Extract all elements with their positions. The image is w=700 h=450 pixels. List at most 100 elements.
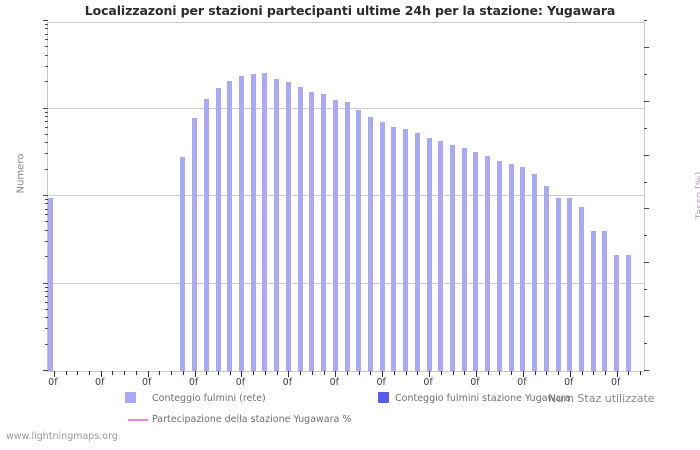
x-axis-tick	[581, 371, 583, 375]
bar-network	[579, 206, 584, 371]
y-axis-left-minor-tick	[45, 65, 48, 67]
y-axis-left-minor-tick	[45, 208, 48, 210]
x-axis-tick-label: 0f	[95, 377, 105, 388]
x-axis-tick	[405, 371, 407, 375]
bar-network	[426, 138, 432, 371]
x-axis-tick	[276, 371, 278, 375]
x-axis-tick	[640, 371, 642, 375]
y-axis-right-tick	[644, 46, 649, 48]
x-axis-tick	[112, 371, 114, 375]
legend-label-ratio: Partecipazione della stazione Yugawara %	[152, 414, 352, 425]
bar-network	[192, 117, 198, 371]
legend-label-network: Conteggio fulmini (rete)	[152, 393, 266, 404]
x-axis-tick-label: 0f	[48, 377, 58, 388]
legend-swatch-ratio-line	[128, 419, 148, 421]
y-axis-left-minor-tick	[45, 229, 48, 231]
bar-network	[590, 230, 596, 371]
bar-network	[321, 94, 327, 371]
y-axis-right-tick	[644, 20, 647, 21]
y-axis-left-minor-tick	[45, 203, 48, 205]
bar-network	[203, 99, 209, 371]
x-axis-tick	[171, 371, 173, 375]
y-axis-right-tick	[644, 100, 649, 102]
x-axis-tick	[417, 371, 419, 375]
x-axis-tick-label: 0f	[564, 377, 574, 388]
x-axis-tick	[53, 371, 55, 377]
y-axis-right-tick	[644, 127, 647, 129]
bar-network	[332, 100, 338, 371]
bar-network	[215, 88, 221, 371]
y-axis-right-tick	[644, 343, 647, 345]
bar-network	[496, 161, 502, 371]
y-axis-left-minor-tick	[45, 343, 48, 345]
bar-network	[485, 155, 491, 371]
bar-network	[48, 197, 53, 371]
y-axis-right-tick	[644, 262, 649, 264]
x-axis-tick	[546, 371, 548, 375]
y-axis-left-minor-tick	[45, 39, 48, 41]
y-axis-left-label: Numero	[15, 153, 27, 194]
x-axis-tick-label: 0f	[141, 377, 152, 388]
y-axis-right-tick	[644, 370, 649, 371]
y-axis-right-tick	[644, 73, 647, 75]
bar-network	[344, 101, 350, 371]
x-axis-tick-label: 0f	[329, 377, 339, 388]
y-axis-right-label: Tasso [%]	[694, 171, 700, 220]
x-axis-tick	[464, 371, 466, 375]
x-axis-tick	[628, 371, 630, 375]
x-axis-tick	[511, 371, 513, 375]
bar-network	[238, 76, 244, 371]
bar-network	[520, 166, 526, 371]
bar-network	[262, 72, 268, 371]
x-axis-tick	[475, 371, 477, 377]
bar-network	[379, 122, 385, 371]
x-axis-tick	[218, 371, 220, 375]
x-axis-tick	[147, 371, 149, 377]
y-axis-left-minor-tick	[45, 256, 48, 258]
y-axis-left-minor-tick	[45, 121, 48, 123]
bar-network	[438, 141, 444, 371]
y-axis-left-tick	[43, 195, 48, 196]
bar-network	[367, 116, 373, 371]
y-axis-right-tick	[644, 181, 647, 183]
x-axis-tick	[229, 371, 231, 375]
x-axis-tick-label: 0f	[282, 377, 293, 388]
x-axis-tick	[264, 371, 266, 375]
x-axis-tick	[300, 371, 302, 375]
bar-network	[180, 156, 186, 371]
x-axis-tick	[194, 371, 196, 377]
chart-title: Localizzazoni per stazioni partecipanti …	[84, 3, 616, 18]
y-axis-left-minor-tick	[45, 240, 48, 242]
x-axis-tick-label: 0f	[517, 377, 527, 388]
x-axis-tick-label: 0f	[188, 377, 199, 388]
x-axis-tick	[593, 371, 595, 375]
x-axis-tick	[499, 371, 501, 375]
x-axis-tick	[370, 371, 372, 375]
plot-area: 10^010^110^210^310^4 020406080100120	[43, 20, 649, 377]
legend-swatch-network	[125, 392, 136, 403]
x-axis-tick	[241, 371, 243, 377]
bar-network	[403, 129, 409, 371]
y-axis-left-minor-tick	[45, 317, 48, 319]
bar-network	[614, 255, 620, 371]
y-axis-left-minor-tick	[45, 308, 48, 310]
y-axis-left-tick	[43, 282, 48, 284]
y-axis-left-minor-tick	[45, 142, 48, 144]
x-axis-tick	[65, 371, 67, 375]
y-axis-left-minor-tick	[45, 133, 48, 135]
x-axis-tick	[100, 371, 102, 377]
bar-network	[532, 173, 538, 371]
y-axis-left-minor-tick	[45, 33, 48, 35]
x-axis-tick	[124, 371, 126, 375]
bar-network	[414, 133, 420, 371]
y-axis-left-minor-tick	[45, 28, 48, 30]
x-axis-tick-label: 0f	[470, 377, 480, 388]
y-axis-left-minor-tick	[45, 153, 48, 155]
y-axis-left-minor-tick	[45, 111, 48, 113]
y-axis-left-minor-tick	[45, 328, 48, 330]
x-axis-tick-label: 0f	[376, 377, 386, 388]
bar-network	[250, 73, 256, 371]
x-axis-tick	[182, 371, 184, 375]
y-axis-left-minor-tick	[45, 81, 48, 83]
